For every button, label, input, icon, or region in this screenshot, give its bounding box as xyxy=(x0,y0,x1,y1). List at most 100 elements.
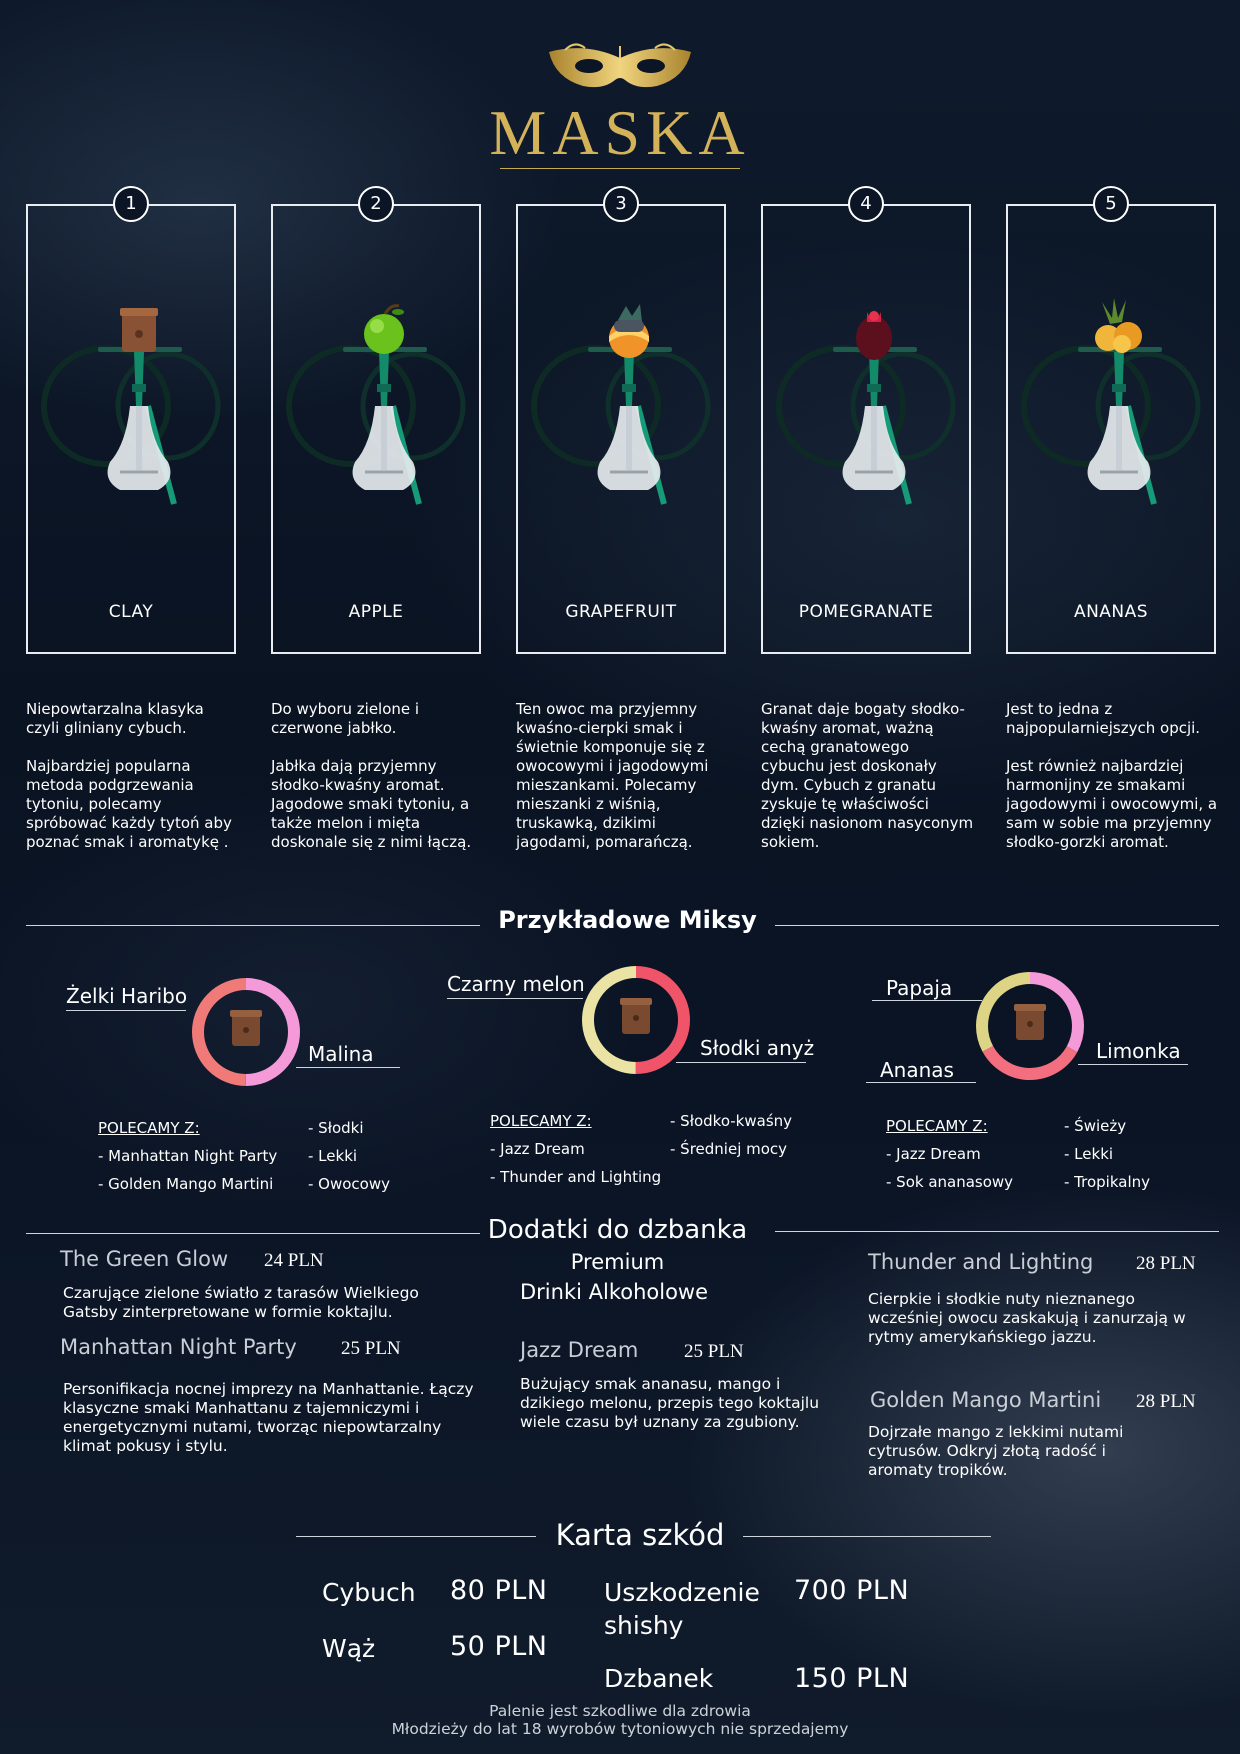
card-number-badge: 3 xyxy=(603,186,639,222)
recommend-item: - Jazz Dream xyxy=(490,1140,585,1158)
mix-flavor-label: Papaja xyxy=(886,976,953,1000)
divider-line xyxy=(26,925,480,926)
recommend-title: POLECAMY Z: xyxy=(886,1117,988,1135)
grapefruit-bowl-icon xyxy=(531,304,711,505)
mix-flavor-label: Czarny melon xyxy=(447,972,585,996)
product-name: GRAPEFRUIT xyxy=(565,602,677,622)
mix-traits-list: - Słodki - Lekki - Owocowy xyxy=(308,1114,390,1198)
product-description: Do wyboru zielone i czerwone jabłko. Jabł… xyxy=(271,700,486,871)
description-paragraph: Jest również najbardziej harmonijny ze s… xyxy=(1006,757,1218,851)
product-card-clay: 1 CLAY xyxy=(26,186,236,654)
divider-line xyxy=(26,1233,480,1234)
mix-ring-segment xyxy=(976,972,1084,1080)
description-paragraph: Niepowtarzalna klasyka czyli gliniany cy… xyxy=(26,700,204,737)
mask-logo-icon xyxy=(549,43,691,88)
divider-line xyxy=(775,1231,1219,1232)
age-warning-line: Młodzieży do lat 18 wyrobów tytoniowych … xyxy=(391,1720,849,1738)
mix-label-line xyxy=(296,1067,400,1068)
mix-label-line xyxy=(447,998,583,999)
damage-item-price: 50 PLN xyxy=(450,1631,548,1662)
trait-item: - Lekki xyxy=(308,1147,358,1165)
mix-label-line xyxy=(866,1082,976,1083)
mixes-title: Przykładowe Miksy xyxy=(498,906,757,934)
drink-name: Thunder and Lighting xyxy=(868,1250,1094,1274)
mix-label-line xyxy=(676,1062,806,1063)
trait-item: - Słodki xyxy=(308,1119,364,1137)
mix-ring xyxy=(582,966,690,1074)
mix-flavor-label: Żelki Haribo xyxy=(66,984,188,1008)
mix-flavor-label: Ananas xyxy=(880,1058,954,1082)
mix-traits-list: - Świeży - Lekki - Tropikalny xyxy=(1064,1112,1150,1196)
mix-ring xyxy=(192,978,300,1086)
description-paragraph: Jabłka dają przyjemny słodko-kwaśny arom… xyxy=(271,757,472,851)
divider-line xyxy=(743,1536,991,1537)
recommend-title: POLECAMY Z: xyxy=(490,1112,592,1130)
drink-name: Golden Mango Martini xyxy=(870,1388,1102,1412)
trait-item: - Średniej mocy xyxy=(670,1140,788,1158)
product-card-ananas: 5 ANANAS xyxy=(1006,186,1216,654)
damage-item-name: Dzbanek xyxy=(604,1664,714,1693)
mix-recommend-list: POLECAMY Z: - Manhattan Night Party - Gol… xyxy=(98,1114,277,1198)
card-number-badge: 5 xyxy=(1093,186,1129,222)
recommend-item: - Jazz Dream xyxy=(886,1145,981,1163)
mix-flavor-label: Limonka xyxy=(1096,1039,1181,1063)
mix-ring-segment xyxy=(192,978,300,1086)
product-description: Jest to jedna z najpopularniejszych opcj… xyxy=(1006,700,1221,871)
drink-price: 25 PLN xyxy=(341,1338,401,1359)
drink-price: 24 PLN xyxy=(264,1250,324,1271)
drink-description: Personifikacja nocnej imprezy na Manhatt… xyxy=(63,1380,474,1455)
divider-line xyxy=(775,925,1219,926)
drink-price: 28 PLN xyxy=(1136,1253,1196,1274)
mix-label-line xyxy=(66,1010,186,1011)
drink-name: The Green Glow xyxy=(60,1247,229,1271)
mix-label-line xyxy=(872,1000,982,1001)
trait-item: - Świeży xyxy=(1064,1117,1127,1135)
mix-recommend-list: POLECAMY Z: - Jazz Dream - Sok ananasowy xyxy=(886,1112,1013,1196)
recommend-item: - Golden Mango Martini xyxy=(98,1175,274,1193)
drink-price: 28 PLN xyxy=(1136,1391,1196,1412)
product-card-pomegranate: 4 POMEGRANATE xyxy=(761,186,971,654)
mix-ring xyxy=(976,972,1084,1080)
mix-ring-segment xyxy=(976,972,1084,1080)
description-paragraph: Granat daje bogaty słodko-kwaśny aromat,… xyxy=(761,700,974,851)
recommend-item: - Thunder and Lighting xyxy=(490,1168,662,1186)
logo-underline xyxy=(500,168,740,169)
drink-name: Jazz Dream xyxy=(520,1338,639,1362)
product-card-apple: 2 APPLE xyxy=(271,186,481,654)
addons-subtitle-drinks: Drinki Alkoholowe xyxy=(520,1280,709,1304)
description-paragraph: Najbardziej popularna metoda podgrzewani… xyxy=(26,757,232,851)
product-description: Ten owoc ma przyjemny kwaśno-cierpki sma… xyxy=(516,700,731,871)
drink-description: Bużujący smak ananasu, mango i dzikiego … xyxy=(520,1375,820,1431)
trait-item: - Owocowy xyxy=(308,1175,391,1193)
description-paragraph: Do wyboru zielone i czerwone jabłko. xyxy=(271,700,420,737)
mix-flavor-label: Malina xyxy=(308,1042,374,1066)
damage-item-name: Uszkodzenie shishy xyxy=(604,1578,760,1640)
damage-item-price: 700 PLN xyxy=(794,1575,910,1606)
card-number-badge: 1 xyxy=(113,186,149,222)
drink-name: Manhattan Night Party xyxy=(60,1335,297,1359)
pomegranate-bowl-icon xyxy=(776,310,956,505)
addons-subtitle: Premium xyxy=(570,1250,665,1274)
recommend-title: POLECAMY Z: xyxy=(98,1119,200,1137)
trait-item: - Tropikalny xyxy=(1064,1173,1151,1191)
recommend-item: - Manhattan Night Party xyxy=(98,1147,278,1165)
clay-bowl-icon xyxy=(41,308,221,505)
description-paragraph: Jest to jedna z najpopularniejszych opcj… xyxy=(1006,700,1201,737)
mix-recommend-list: POLECAMY Z: - Jazz Dream - Thunder and Li… xyxy=(490,1107,661,1191)
divider-line xyxy=(296,1536,536,1537)
drink-description: Dojrzałe mango z lekkimi nutami cytrusów… xyxy=(868,1423,1124,1479)
brand-logo-text: MASKA xyxy=(489,97,751,168)
pineapple-bowl-icon xyxy=(1021,298,1201,505)
product-name: POMEGRANATE xyxy=(798,602,934,622)
addons-title: Dodatki do dzbanka xyxy=(487,1215,748,1245)
card-number-badge: 4 xyxy=(848,186,884,222)
drink-description: Czarujące zielone światło z tarasów Wiel… xyxy=(63,1284,419,1321)
product-name: APPLE xyxy=(348,602,404,622)
mix-ring-segment xyxy=(582,966,690,1074)
product-name: ANANAS xyxy=(1073,602,1149,622)
trait-item: - Lekki xyxy=(1064,1145,1114,1163)
product-name: CLAY xyxy=(108,602,154,622)
drink-price: 25 PLN xyxy=(684,1341,744,1362)
damage-item-price: 80 PLN xyxy=(450,1575,548,1606)
